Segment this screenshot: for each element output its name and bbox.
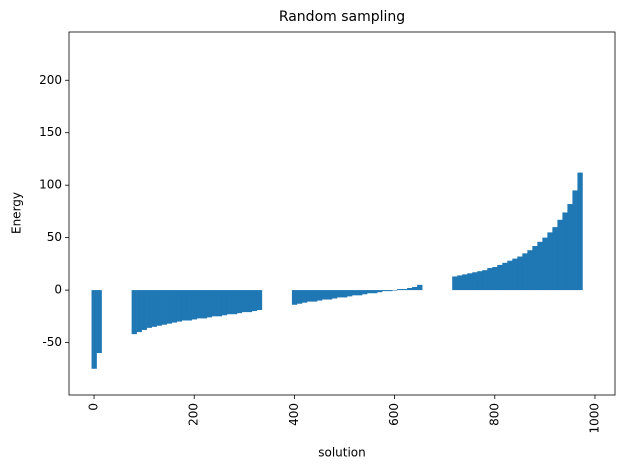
bar bbox=[306, 290, 313, 302]
bar bbox=[241, 290, 248, 313]
bar bbox=[347, 290, 353, 297]
bar bbox=[367, 290, 373, 294]
bar bbox=[226, 290, 233, 315]
bar bbox=[342, 290, 348, 298]
bar bbox=[527, 250, 533, 291]
bar bbox=[236, 290, 243, 314]
bar bbox=[326, 290, 333, 300]
bar bbox=[387, 290, 393, 292]
bar bbox=[377, 290, 383, 293]
bar bbox=[161, 290, 167, 325]
bar bbox=[492, 267, 498, 291]
x-tick-label: 1000 bbox=[587, 403, 601, 434]
bar bbox=[407, 287, 413, 291]
bar bbox=[201, 290, 208, 319]
bar bbox=[96, 290, 102, 354]
bar bbox=[382, 290, 388, 292]
bar bbox=[206, 290, 213, 318]
bar bbox=[477, 271, 483, 291]
y-tick-label: 150 bbox=[39, 125, 62, 139]
bar bbox=[552, 227, 558, 291]
bar bbox=[542, 237, 548, 291]
bar bbox=[321, 290, 328, 300]
bar bbox=[482, 270, 488, 291]
bar bbox=[572, 190, 578, 291]
chart-title: Random sampling bbox=[279, 9, 405, 25]
bar bbox=[397, 289, 403, 291]
y-tick-label: 200 bbox=[39, 73, 62, 87]
x-tick-label: 400 bbox=[287, 403, 301, 426]
bar bbox=[336, 290, 343, 298]
x-tick-label: 600 bbox=[387, 403, 401, 426]
bar bbox=[316, 290, 323, 301]
bar bbox=[331, 290, 338, 299]
x-axis-label: solution bbox=[318, 446, 366, 460]
bar bbox=[512, 258, 518, 291]
bar bbox=[402, 289, 408, 291]
bar bbox=[467, 273, 473, 291]
bar bbox=[131, 290, 137, 335]
bar bbox=[472, 272, 478, 291]
x-tick-label: 200 bbox=[187, 403, 201, 426]
bar bbox=[136, 290, 142, 333]
bar bbox=[557, 219, 563, 291]
plot-frame bbox=[68, 31, 616, 396]
bar bbox=[181, 290, 188, 321]
bar bbox=[562, 212, 568, 291]
bar bbox=[537, 241, 543, 291]
bar bbox=[457, 275, 463, 291]
x-tick-label: 800 bbox=[487, 403, 501, 426]
bar bbox=[301, 290, 308, 303]
bar bbox=[547, 232, 553, 291]
bar bbox=[412, 286, 418, 291]
bar bbox=[231, 290, 238, 315]
bar bbox=[362, 290, 368, 295]
bar bbox=[291, 290, 298, 305]
bar bbox=[577, 172, 583, 291]
bar bbox=[91, 290, 97, 369]
bar bbox=[141, 290, 147, 330]
bar bbox=[517, 256, 523, 291]
bar bbox=[452, 276, 458, 291]
bar bbox=[497, 264, 503, 291]
bar bbox=[151, 290, 157, 327]
bar bbox=[296, 290, 303, 304]
bar bbox=[532, 246, 538, 291]
bar bbox=[507, 260, 513, 291]
bar bbox=[487, 268, 493, 291]
bar bbox=[251, 290, 258, 312]
bar bbox=[171, 290, 177, 323]
bar bbox=[372, 290, 378, 294]
bar bbox=[166, 290, 172, 324]
bar bbox=[417, 284, 423, 291]
bar bbox=[462, 274, 468, 291]
bar bbox=[567, 204, 573, 291]
bar bbox=[256, 290, 263, 311]
bar bbox=[352, 290, 358, 296]
bar bbox=[211, 290, 218, 317]
bar bbox=[221, 290, 228, 316]
bar bbox=[392, 290, 398, 291]
y-tick-label: -50 bbox=[42, 335, 62, 349]
bar bbox=[176, 290, 183, 322]
bar bbox=[196, 290, 203, 319]
y-axis-label: Energy bbox=[10, 192, 24, 234]
bar bbox=[246, 290, 253, 313]
x-tick-label: 0 bbox=[87, 403, 101, 411]
y-tick-label: 50 bbox=[47, 230, 62, 244]
bar bbox=[522, 253, 528, 291]
bar bbox=[191, 290, 198, 320]
bar bbox=[216, 290, 223, 317]
bar bbox=[357, 290, 363, 296]
bar bbox=[186, 290, 193, 321]
bar bbox=[311, 290, 318, 302]
bar bbox=[146, 290, 152, 328]
bar bbox=[502, 262, 508, 291]
bar bbox=[156, 290, 162, 326]
y-tick-label: 0 bbox=[54, 283, 62, 297]
y-tick-label: 100 bbox=[39, 178, 62, 192]
